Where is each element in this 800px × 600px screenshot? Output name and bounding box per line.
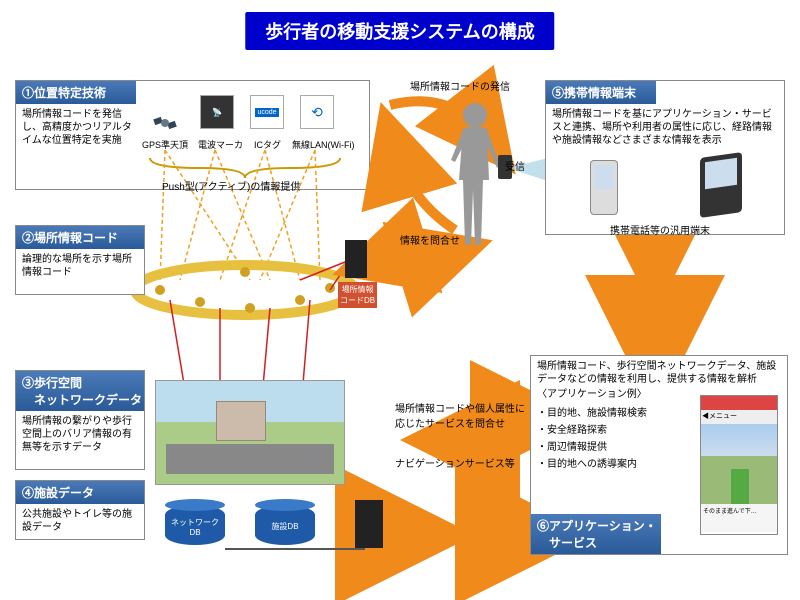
section-5: ⑤携帯情報端末 場所情報コードを基にアプリケーション・サービスと連携、場所や利用… — [545, 80, 785, 235]
phone-1 — [590, 160, 618, 215]
section-2-body: 論理的な場所を示す場所情報コード — [16, 249, 144, 283]
section-6-header: ⑥アプリケーション・ サービス — [531, 514, 661, 554]
section-3-header: ③歩行空間 ネットワークデータ — [16, 371, 144, 411]
app-server-line — [225, 548, 365, 550]
inquiry-label: 情報を問合せ — [400, 232, 460, 247]
emit-label: 場所情報コードの発信 — [410, 78, 510, 93]
navi-label: ナビゲーションサービス等 — [395, 455, 515, 470]
section-6-body: 場所情報コード、歩行空間ネットワークデータ、施設データなどの情報を利用し、提供す… — [531, 356, 787, 388]
section-5-body: 場所情報コードを基にアプリケーション・サービスと連携、場所や利用者の属性に応じ、… — [546, 104, 784, 151]
section-3-body: 場所情報の繋がりや歩行空間上のバリア情報の有無等を示すデータ — [16, 411, 144, 458]
street-scene — [155, 380, 345, 485]
section-5-header: ⑤携帯情報端末 — [546, 81, 656, 104]
code-db-server — [345, 240, 367, 278]
device-ictag: ucode — [250, 95, 284, 129]
section-2-header: ②場所情報コード — [16, 226, 144, 249]
section-4-header: ④施設データ — [16, 481, 144, 504]
device-marker: 📡 — [200, 95, 234, 129]
app-server — [355, 500, 383, 548]
section-4-body: 公共施設やトイレ等の施設データ — [16, 504, 144, 538]
phone-2 — [700, 152, 742, 218]
device-wifi: ⟲ — [300, 95, 334, 129]
label-ictag: ICタグ — [254, 138, 281, 151]
person-icon — [445, 100, 505, 250]
db-network: ネットワーク DB — [165, 505, 225, 545]
section-3: ③歩行空間 ネットワークデータ 場所情報の繋がりや歩行空間上のバリア情報の有無等… — [15, 370, 145, 470]
section-2: ②場所情報コード 論理的な場所を示す場所情報コード — [15, 225, 145, 295]
section-4: ④施設データ 公共施設やトイレ等の施設データ — [15, 480, 145, 540]
label-wifi: 無線LAN(Wi-Fi) — [292, 138, 355, 151]
main-title: 歩行者の移動支援システムの構成 — [245, 12, 554, 50]
satellite-icon — [150, 108, 180, 138]
push-label: Push型(アクティブ)の情報提供 — [162, 178, 300, 193]
personal-label: 場所情報コードや個人属性に応じたサービスを問合せ — [395, 400, 525, 430]
receive-label: 受信 — [505, 158, 525, 173]
code-db-label: 場所情報 コードDB — [338, 282, 377, 308]
terminal-label: 携帯電話等の汎用端末 — [610, 222, 710, 237]
section-1-header: ①位置特定技術 — [16, 81, 136, 104]
app-screenshot: ◀メニュー そのまま進んで下… — [700, 395, 778, 535]
section-1-body: 場所情報コードを発信し、高精度かつリアルタイムな位置特定を実施 — [16, 104, 146, 151]
label-marker: 電波マーカ — [198, 138, 243, 151]
label-gps: GPS準天頂 — [142, 138, 188, 151]
db-facility: 施設DB — [255, 505, 315, 545]
